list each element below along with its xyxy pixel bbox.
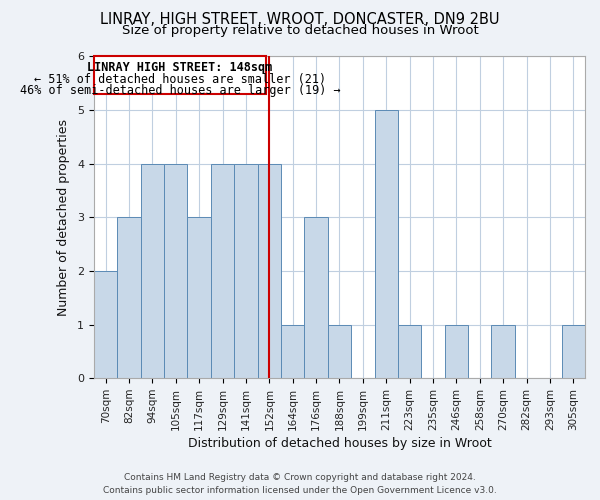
Bar [94,271,118,378]
Bar [491,324,515,378]
Bar [141,164,164,378]
Bar [164,164,187,378]
Text: ← 51% of detached houses are smaller (21): ← 51% of detached houses are smaller (21… [34,72,326,86]
Bar [281,324,304,378]
Bar [211,164,234,378]
Text: Size of property relative to detached houses in Wroot: Size of property relative to detached ho… [122,24,478,37]
Text: Contains HM Land Registry data © Crown copyright and database right 2024.
Contai: Contains HM Land Registry data © Crown c… [103,473,497,495]
Bar [304,218,328,378]
Bar [187,218,211,378]
Text: LINRAY, HIGH STREET, WROOT, DONCASTER, DN9 2BU: LINRAY, HIGH STREET, WROOT, DONCASTER, D… [100,12,500,28]
X-axis label: Distribution of detached houses by size in Wroot: Distribution of detached houses by size … [188,437,491,450]
Text: 46% of semi-detached houses are larger (19) →: 46% of semi-detached houses are larger (… [20,84,340,97]
Y-axis label: Number of detached properties: Number of detached properties [57,119,70,316]
Bar [257,164,281,378]
Bar [445,324,468,378]
Bar [374,110,398,378]
Bar [118,218,141,378]
Bar [234,164,257,378]
Bar [562,324,585,378]
Bar [398,324,421,378]
Text: LINRAY HIGH STREET: 148sqm: LINRAY HIGH STREET: 148sqm [87,61,272,74]
Bar [94,56,266,94]
Bar [328,324,351,378]
